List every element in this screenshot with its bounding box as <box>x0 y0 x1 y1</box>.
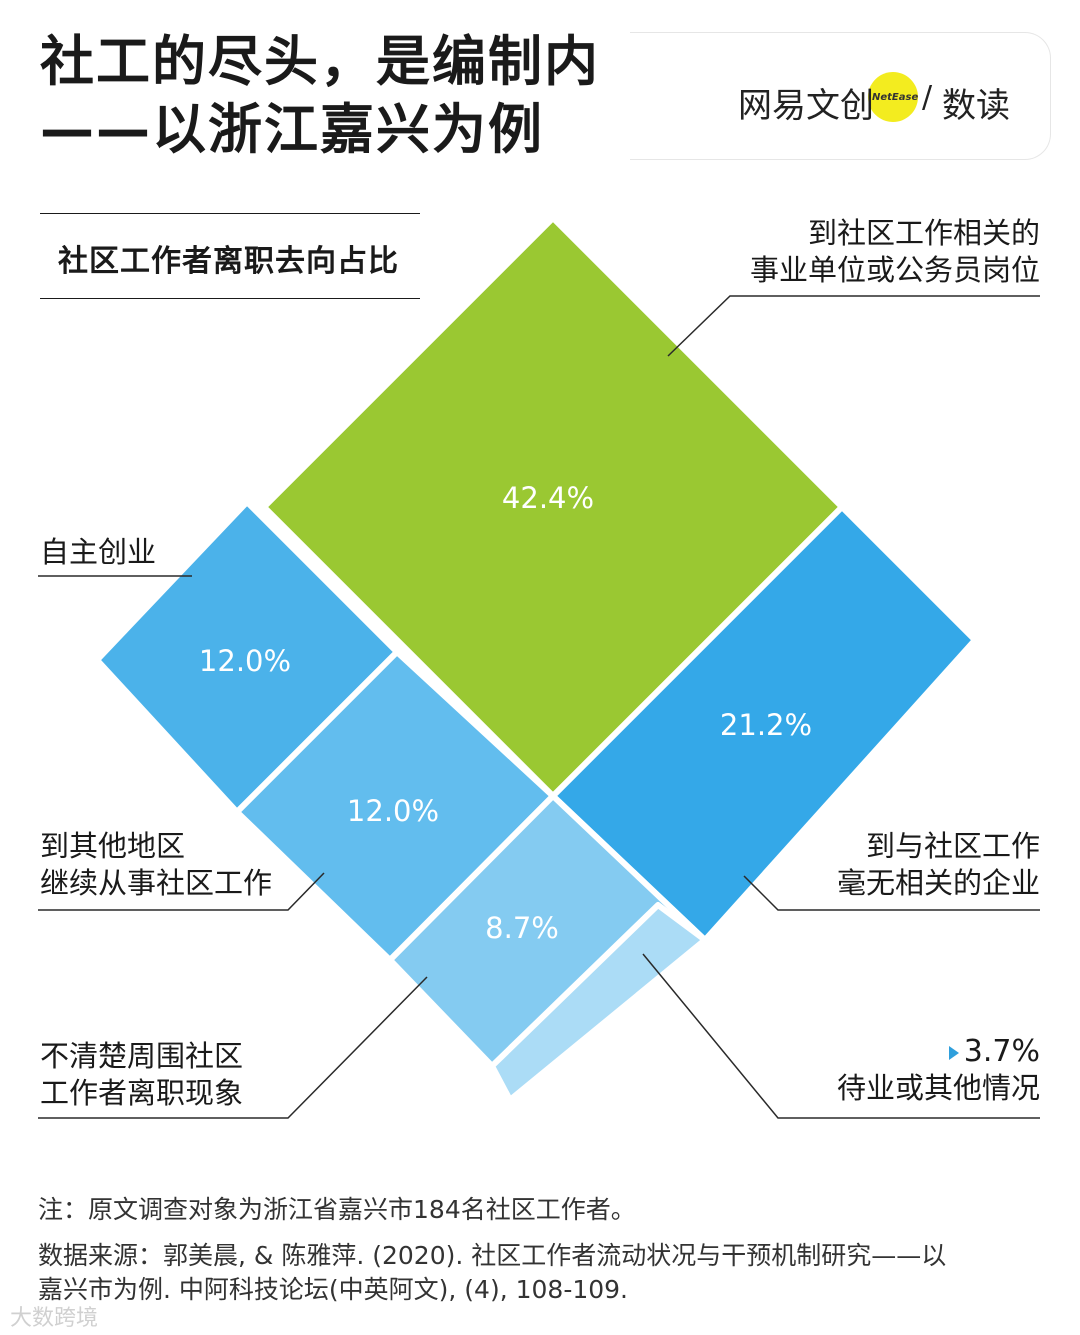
label-line: 自主创业 <box>40 535 157 569</box>
brand-logo: 网易文创 NetEase / 数读 <box>738 72 1038 128</box>
segment-self-employed-value: 12.0% <box>199 644 291 678</box>
brand-slash: / <box>922 80 933 115</box>
label-self-employed: 自主创业 <box>40 534 156 571</box>
segment-unemployed <box>489 902 708 1103</box>
footnote: 注：原文调查对象为浙江省嘉兴市184名社区工作者。 <box>38 1195 636 1224</box>
label-unemployed: 3.7% 待业或其他情况 <box>740 1033 1040 1107</box>
brand-frame <box>630 32 1051 160</box>
source-line-1: 数据来源：郭美晨, & 陈雅萍. (2020). 社区工作者流动状况与干预机制研… <box>38 1241 947 1270</box>
label-line: 毫无相关的企业 <box>836 866 1040 900</box>
segment-enterprise-value: 21.2% <box>720 708 812 742</box>
label-unemployed-pct: 3.7% <box>963 1034 1040 1069</box>
label-line: 继续从事社区工作 <box>40 866 273 900</box>
label-line: 待业或其他情况 <box>836 1071 1040 1105</box>
label-other-region: 到其他地区 继续从事社区工作 <box>40 828 272 902</box>
brand-sub: 数读 <box>942 86 1010 126</box>
leader-other-region <box>38 872 325 911</box>
leader-public-sector <box>667 295 1040 357</box>
watermark: 大数跨境 <box>10 1306 99 1331</box>
label-public-sector: 到社区工作相关的 事业单位或公务员岗位 <box>640 215 1040 289</box>
source-line-2: 嘉兴市为例. 中阿科技论坛(中英阿文), (4), 108-109. <box>38 1275 629 1304</box>
page-title: 社工的尽头，是编制内 ——以浙江嘉兴为例 <box>40 28 600 164</box>
brand-dot-icon <box>868 72 918 122</box>
leader-enterprise <box>743 875 1040 911</box>
segment-other-region-value: 12.0% <box>347 794 439 828</box>
label-enterprise: 到与社区工作 毫无相关的企业 <box>740 828 1040 902</box>
leader-unemployed <box>642 953 1040 1119</box>
label-unclear: 不清楚周围社区 工作者离职现象 <box>40 1038 243 1112</box>
brand-name: 网易文创 <box>738 86 874 126</box>
label-line: 事业单位或公务员岗位 <box>749 253 1040 287</box>
label-line: 不清楚周围社区 <box>40 1039 244 1073</box>
pointer-triangle-icon <box>949 1046 959 1060</box>
label-line: 到与社区工作 <box>865 829 1040 863</box>
label-line: 到社区工作相关的 <box>807 216 1040 250</box>
title-line-2: ——以浙江嘉兴为例 <box>40 98 544 161</box>
title-line-1: 社工的尽头，是编制内 <box>40 30 600 93</box>
segment-public-sector-value: 42.4% <box>502 481 594 515</box>
label-line: 到其他地区 <box>40 829 186 863</box>
chart-title-text: 社区工作者离职去向占比 <box>58 244 399 279</box>
segment-unclear-value: 8.7% <box>485 911 559 945</box>
chart-title: 社区工作者离职去向占比 <box>40 213 420 299</box>
brand-mini: NetEase <box>872 92 919 103</box>
leader-unclear <box>38 976 428 1119</box>
label-line: 工作者离职现象 <box>40 1076 244 1110</box>
